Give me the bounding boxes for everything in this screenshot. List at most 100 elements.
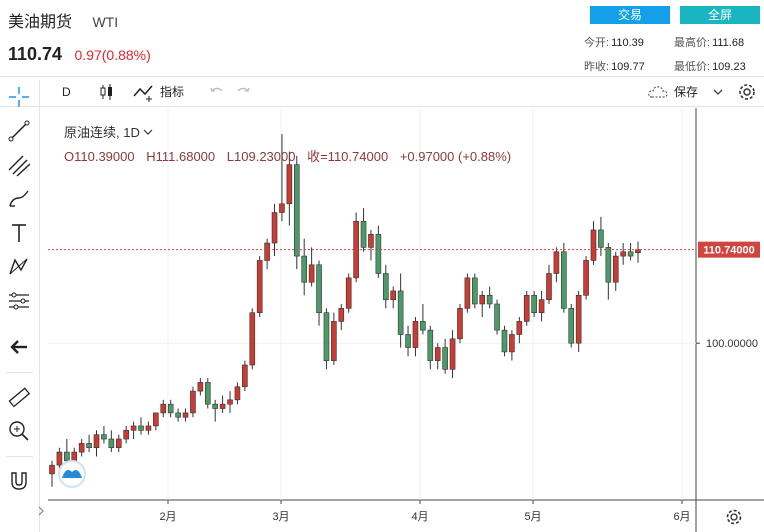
redo-icon[interactable] bbox=[234, 80, 252, 104]
stat-high-label: 最高价: bbox=[674, 37, 711, 49]
undo-icon[interactable] bbox=[208, 80, 226, 104]
candle bbox=[279, 134, 285, 222]
candle-body bbox=[204, 382, 211, 405]
pattern-icon[interactable] bbox=[6, 254, 32, 280]
header-divider bbox=[0, 76, 764, 77]
candle-body bbox=[531, 294, 537, 314]
chevron-down-icon[interactable] bbox=[143, 127, 153, 137]
arrow-left-icon[interactable] bbox=[6, 334, 32, 360]
prediction-icon[interactable] bbox=[6, 288, 32, 314]
candle bbox=[293, 155, 300, 270]
candle-body bbox=[360, 220, 367, 248]
candle-body bbox=[390, 290, 397, 300]
legend-symbol-text: 原油连续, 1D bbox=[64, 125, 140, 140]
trade-button[interactable]: 交易 bbox=[590, 6, 670, 24]
candle bbox=[138, 417, 144, 435]
candle bbox=[227, 391, 233, 413]
candle bbox=[420, 304, 426, 335]
candle-body bbox=[323, 312, 330, 361]
stat-prev-label: 昨收: bbox=[584, 61, 610, 73]
chevron-down-icon[interactable] bbox=[712, 80, 724, 104]
chart-area[interactable]: 2月 3月 4月 5月 6月 100.00000 110.74000 bbox=[48, 108, 764, 532]
candle-body bbox=[138, 425, 144, 431]
legend-change: +0.97000 (+0.88%) bbox=[399, 149, 512, 164]
toolbar-divider bbox=[0, 106, 764, 107]
chart-grid bbox=[48, 108, 764, 532]
candle-body bbox=[561, 251, 567, 309]
sidebar-scroll-icon[interactable] bbox=[36, 498, 46, 524]
candle bbox=[212, 399, 218, 422]
save-button[interactable]: 保存 bbox=[646, 80, 698, 104]
zoom-icon[interactable] bbox=[6, 418, 32, 444]
indicator-button[interactable]: 指标 bbox=[132, 80, 184, 104]
candle bbox=[323, 308, 330, 370]
fullscreen-button[interactable]: 全屏 bbox=[680, 6, 760, 24]
candle bbox=[523, 290, 530, 326]
candle-body bbox=[249, 312, 256, 366]
candle bbox=[316, 260, 322, 326]
ruler-icon[interactable] bbox=[6, 384, 32, 410]
crosshair-icon[interactable] bbox=[6, 84, 32, 110]
candle bbox=[605, 243, 612, 300]
candle bbox=[93, 430, 100, 457]
candle-body bbox=[331, 321, 337, 361]
candle bbox=[234, 382, 241, 405]
candle-body bbox=[316, 264, 322, 314]
candle-body bbox=[442, 347, 448, 370]
candle bbox=[123, 425, 129, 444]
candle-body bbox=[286, 164, 293, 205]
candle bbox=[612, 251, 619, 291]
candle-body bbox=[264, 242, 270, 261]
candle-body bbox=[49, 464, 55, 475]
instrument-code: WTI bbox=[92, 14, 119, 30]
candle-body bbox=[167, 403, 174, 414]
candle-body bbox=[108, 438, 115, 449]
candle bbox=[175, 408, 181, 422]
candle bbox=[598, 216, 604, 257]
text-tool-icon[interactable] bbox=[6, 220, 32, 246]
candle-body bbox=[271, 212, 278, 244]
axis-settings-icon bbox=[726, 509, 742, 525]
candle bbox=[197, 378, 204, 396]
price-change: 0.97(0.88%) bbox=[74, 47, 151, 63]
candle bbox=[620, 243, 626, 265]
candle-body bbox=[479, 294, 486, 305]
candle-body bbox=[338, 308, 345, 322]
candle-body bbox=[182, 412, 189, 418]
candle bbox=[635, 241, 641, 263]
candle-body bbox=[464, 277, 471, 309]
candle bbox=[516, 317, 523, 344]
candle bbox=[442, 338, 448, 374]
candle-style-icon[interactable] bbox=[98, 80, 116, 104]
candle bbox=[360, 208, 367, 252]
candle-body bbox=[101, 434, 107, 440]
candle-body bbox=[115, 438, 122, 449]
candle-body bbox=[56, 451, 63, 466]
candle-body bbox=[538, 299, 545, 314]
brush-icon[interactable] bbox=[6, 186, 32, 212]
fib-channel-icon[interactable] bbox=[6, 152, 32, 178]
candle-body bbox=[605, 247, 612, 283]
candle-body bbox=[64, 451, 70, 462]
magnet-icon[interactable] bbox=[6, 468, 32, 494]
candle bbox=[412, 317, 419, 357]
gear-icon[interactable] bbox=[736, 80, 758, 104]
candle-body bbox=[71, 451, 78, 462]
x-tick-label: 2月 bbox=[159, 511, 176, 523]
candle bbox=[301, 238, 308, 296]
candle bbox=[575, 290, 582, 352]
candle-body bbox=[234, 386, 241, 401]
tool-divider bbox=[6, 372, 33, 373]
legend-symbol[interactable]: 原油连续, 1D bbox=[64, 122, 153, 141]
candle bbox=[49, 460, 55, 487]
candle-body bbox=[494, 303, 500, 331]
candle bbox=[219, 395, 226, 413]
stat-open-label: 今开: bbox=[584, 37, 610, 49]
trendline-icon[interactable] bbox=[6, 118, 32, 144]
x-tick-label: 6月 bbox=[673, 511, 690, 523]
candlestick-chart[interactable]: 2月 3月 4月 5月 6月 100.00000 110.74000 bbox=[48, 108, 764, 532]
candle bbox=[353, 212, 359, 283]
legend-low: L109.23000 bbox=[226, 149, 296, 164]
candle bbox=[64, 439, 70, 466]
interval-button[interactable]: D bbox=[62, 85, 71, 99]
